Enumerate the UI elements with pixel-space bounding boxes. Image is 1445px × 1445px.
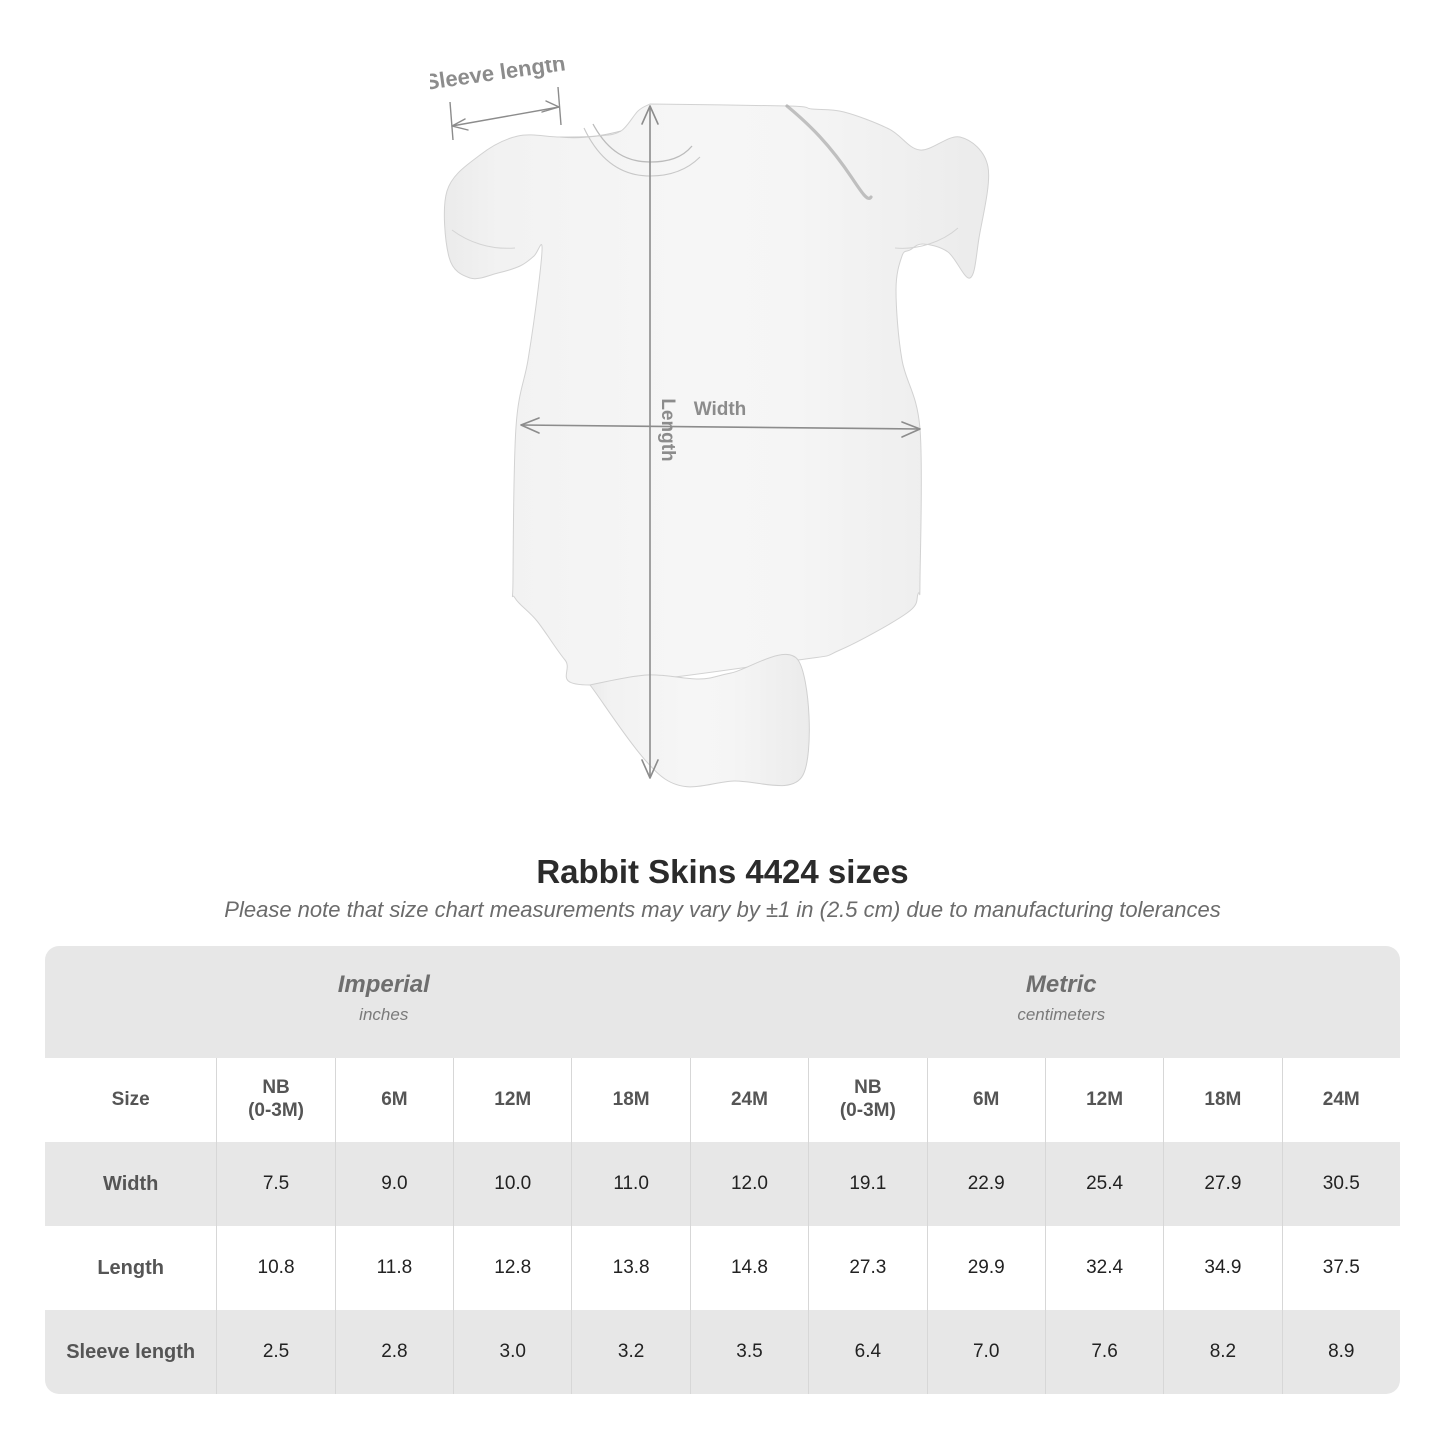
svg-text:Width: Width: [694, 399, 747, 420]
svg-text:Sleeve length: Sleeve length: [430, 60, 567, 95]
svg-text:Length: Length: [657, 398, 678, 461]
